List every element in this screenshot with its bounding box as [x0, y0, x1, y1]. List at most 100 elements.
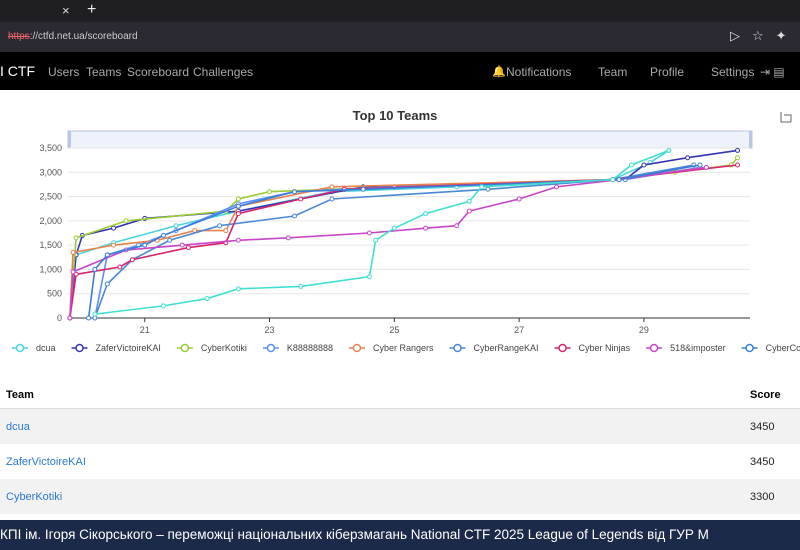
data-point: [479, 184, 485, 190]
zoom-slider[interactable]: [67, 130, 753, 149]
nav-link[interactable]: Settings: [711, 65, 755, 79]
data-point: [160, 303, 166, 309]
legend-item[interactable]: ZaferVictoireKAI: [71, 343, 161, 353]
news-ticker[interactable]: КПІ ім. Ігоря Сікорського – переможці на…: [0, 520, 800, 550]
data-point: [104, 281, 110, 287]
data-point: [223, 228, 229, 234]
legend-label: 518&imposter: [670, 343, 726, 353]
team-link[interactable]: CyberKotiki: [6, 491, 63, 503]
nav-link[interactable]: Team: [598, 65, 628, 79]
y-tick-label: 0: [57, 313, 62, 323]
data-point: [173, 223, 179, 229]
nav-link[interactable]: Profile: [650, 65, 685, 79]
nav-link[interactable]: Teams: [86, 65, 122, 79]
scoreboard-table: Team Score dcua 3450 ZaferVictoireKAI 3450 C…: [0, 380, 800, 514]
nav-icons: ⇥ ▤: [760, 65, 785, 79]
new-tab[interactable]: +: [87, 1, 97, 18]
y-tick-label: 3,000: [39, 167, 62, 177]
data-point: [142, 242, 148, 248]
data-point: [466, 208, 472, 214]
legend-item[interactable]: Cyber Rangers: [348, 343, 434, 353]
legend-label: ZaferVictoireKAI: [96, 343, 161, 353]
data-point: [735, 147, 741, 153]
nav-icons: 🔔: [492, 66, 506, 78]
data-point: [292, 213, 298, 219]
data-point: [70, 249, 76, 255]
series-line: [87, 164, 701, 319]
data-point: [685, 155, 691, 161]
team-link[interactable]: dcua: [6, 421, 30, 433]
x-tick-label: 23: [265, 325, 275, 335]
data-point: [735, 162, 741, 168]
team-link[interactable]: ZaferVictoireKAI: [6, 456, 86, 468]
table-row: CyberKotiki 3300: [0, 479, 800, 514]
nav-link[interactable]: Users: [48, 65, 80, 79]
data-point: [67, 315, 73, 321]
legend-swatch: [649, 343, 659, 353]
legend-item[interactable]: Cyber Ninjas: [554, 343, 631, 353]
url: ://ctfd.net.ua/scoreboard: [29, 31, 138, 42]
data-point: [235, 211, 241, 217]
legend-item[interactable]: dcua: [12, 343, 56, 353]
data-point: [117, 264, 123, 270]
x-tick-label: 25: [389, 325, 399, 335]
data-point: [123, 218, 129, 224]
legend-item[interactable]: K88888888: [262, 343, 333, 353]
y-tick-label: 1,000: [39, 264, 62, 274]
legend-item[interactable]: 518&imposter: [646, 343, 726, 353]
data-point: [628, 162, 634, 168]
zoom-handle[interactable]: [749, 131, 752, 148]
data-point: [111, 242, 117, 248]
data-point: [160, 232, 166, 238]
legend-swatch: [180, 343, 190, 353]
data-point: [329, 184, 335, 190]
data-point: [423, 225, 429, 231]
zoom-handle[interactable]: [68, 131, 71, 148]
data-point: [104, 252, 110, 258]
data-point: [167, 237, 173, 243]
data-point: [185, 245, 191, 251]
address-bar[interactable]: https://ctfd.net.ua/scoreboard ▷☆✦: [0, 22, 800, 52]
brand[interactable]: I CTF: [0, 63, 35, 79]
data-point: [292, 189, 298, 195]
data-point: [697, 162, 703, 168]
tab-close[interactable]: ×: [62, 3, 70, 18]
legend-label: K88888888: [287, 343, 333, 353]
data-point: [373, 237, 379, 243]
legend-item[interactable]: CyberKotiki: [176, 343, 247, 353]
legend-label: CyberKotiki: [201, 343, 247, 353]
data-point: [285, 235, 291, 241]
legend-swatch: [352, 343, 362, 353]
table-row: dcua 3450: [0, 409, 800, 444]
legend-swatch: [745, 343, 754, 353]
nav-link[interactable]: Challenges: [193, 65, 254, 79]
chart-title: Top 10 Teams: [353, 108, 438, 123]
data-point: [516, 196, 522, 202]
legend-item[interactable]: CyberCooking: [741, 343, 800, 353]
y-tick-label: 2,000: [39, 216, 62, 226]
data-point: [466, 198, 472, 204]
x-tick-label: 27: [514, 325, 524, 335]
legend-item[interactable]: CyberRangeKAI: [449, 343, 539, 353]
data-point: [235, 196, 241, 202]
nav-link[interactable]: Notifications: [506, 65, 572, 79]
ticker-text: КПІ ім. Ігоря Сікорського – переможці на…: [0, 527, 709, 542]
series-line: [69, 166, 707, 319]
data-point: [70, 269, 76, 275]
data-point: [129, 257, 135, 263]
data-point: [703, 164, 709, 170]
reset-zoom[interactable]: [780, 112, 792, 123]
legend-swatch: [266, 343, 276, 353]
data-point: [235, 203, 241, 209]
data-point: [454, 223, 460, 229]
data-point: [235, 237, 241, 243]
data-point: [554, 184, 560, 190]
series-line: [94, 149, 670, 315]
chart: Top 10 Teams 0 500 1,000 1,500 2,000 2,500 3,0…: [12, 108, 800, 353]
nav-link[interactable]: Scoreboard: [127, 65, 190, 79]
legend-label: Cyber Rangers: [373, 343, 434, 353]
data-point: [366, 230, 372, 236]
data-point: [610, 177, 616, 183]
legend-swatch: [15, 343, 25, 353]
